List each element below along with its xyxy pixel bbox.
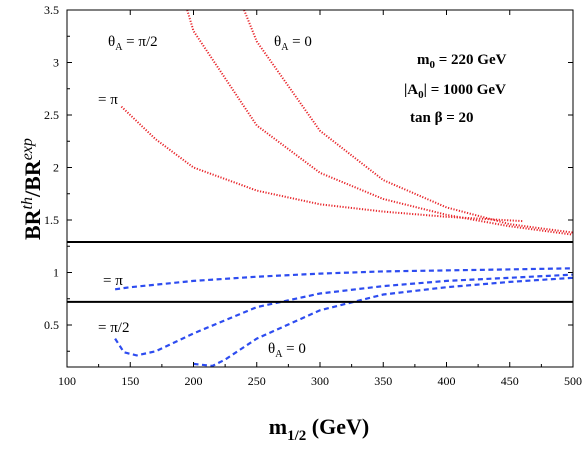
annotation-blue-pi2: = π/2 xyxy=(98,320,129,336)
x-tick-label: 150 xyxy=(121,374,139,388)
blue-curve-3 xyxy=(193,276,574,368)
blue-curve-2 xyxy=(114,273,574,357)
x-tick-label: 350 xyxy=(374,374,392,388)
x-tick-label: 450 xyxy=(501,374,519,388)
y-tick-label: 2.5 xyxy=(44,108,59,122)
annotation-red-pi2: θA = π/2 xyxy=(108,34,158,53)
red-curve-2 xyxy=(186,9,574,236)
annotation-red-pi: = π xyxy=(98,92,118,108)
x-tick-label: 300 xyxy=(311,374,329,388)
annotation-red-0: θA = 0 xyxy=(274,34,312,53)
y-tick-label: 3 xyxy=(53,56,59,70)
x-tick-label: 400 xyxy=(438,374,456,388)
x-axis-label: m1/2 (GeV) xyxy=(269,414,369,444)
axis-ticks: 100 150 200 250 300 350 400 450 500 0.5 1 1.5 2 2.5 3 3… xyxy=(44,3,582,388)
y-axis-label: BRth/BRexp xyxy=(19,138,45,240)
blue-curve-1 xyxy=(114,267,574,291)
info-a0: |A0| = 1000 GeV xyxy=(404,82,506,101)
y-tick-label: 1 xyxy=(53,266,59,280)
x-tick-label: 500 xyxy=(564,374,582,388)
red-curve-1 xyxy=(120,105,523,223)
annotation-blue-0: θA = 0 xyxy=(268,341,306,360)
y-tick-label: 1.5 xyxy=(44,213,59,227)
info-m0: m0 = 220 GeV xyxy=(417,52,507,71)
info-tanb: tan β = 20 xyxy=(410,110,474,126)
y-tick-label: 3.5 xyxy=(44,3,59,17)
x-tick-label: 100 xyxy=(58,374,76,388)
x-tick-label: 200 xyxy=(185,374,203,388)
red-curve-3 xyxy=(243,9,574,234)
x-tick-label: 250 xyxy=(248,374,266,388)
y-tick-label: 2 xyxy=(53,161,59,175)
y-tick-label: 0.5 xyxy=(44,318,59,332)
curves-layer xyxy=(114,9,574,368)
annotation-blue-pi: = π xyxy=(103,273,123,289)
threshold-lines xyxy=(67,241,573,303)
